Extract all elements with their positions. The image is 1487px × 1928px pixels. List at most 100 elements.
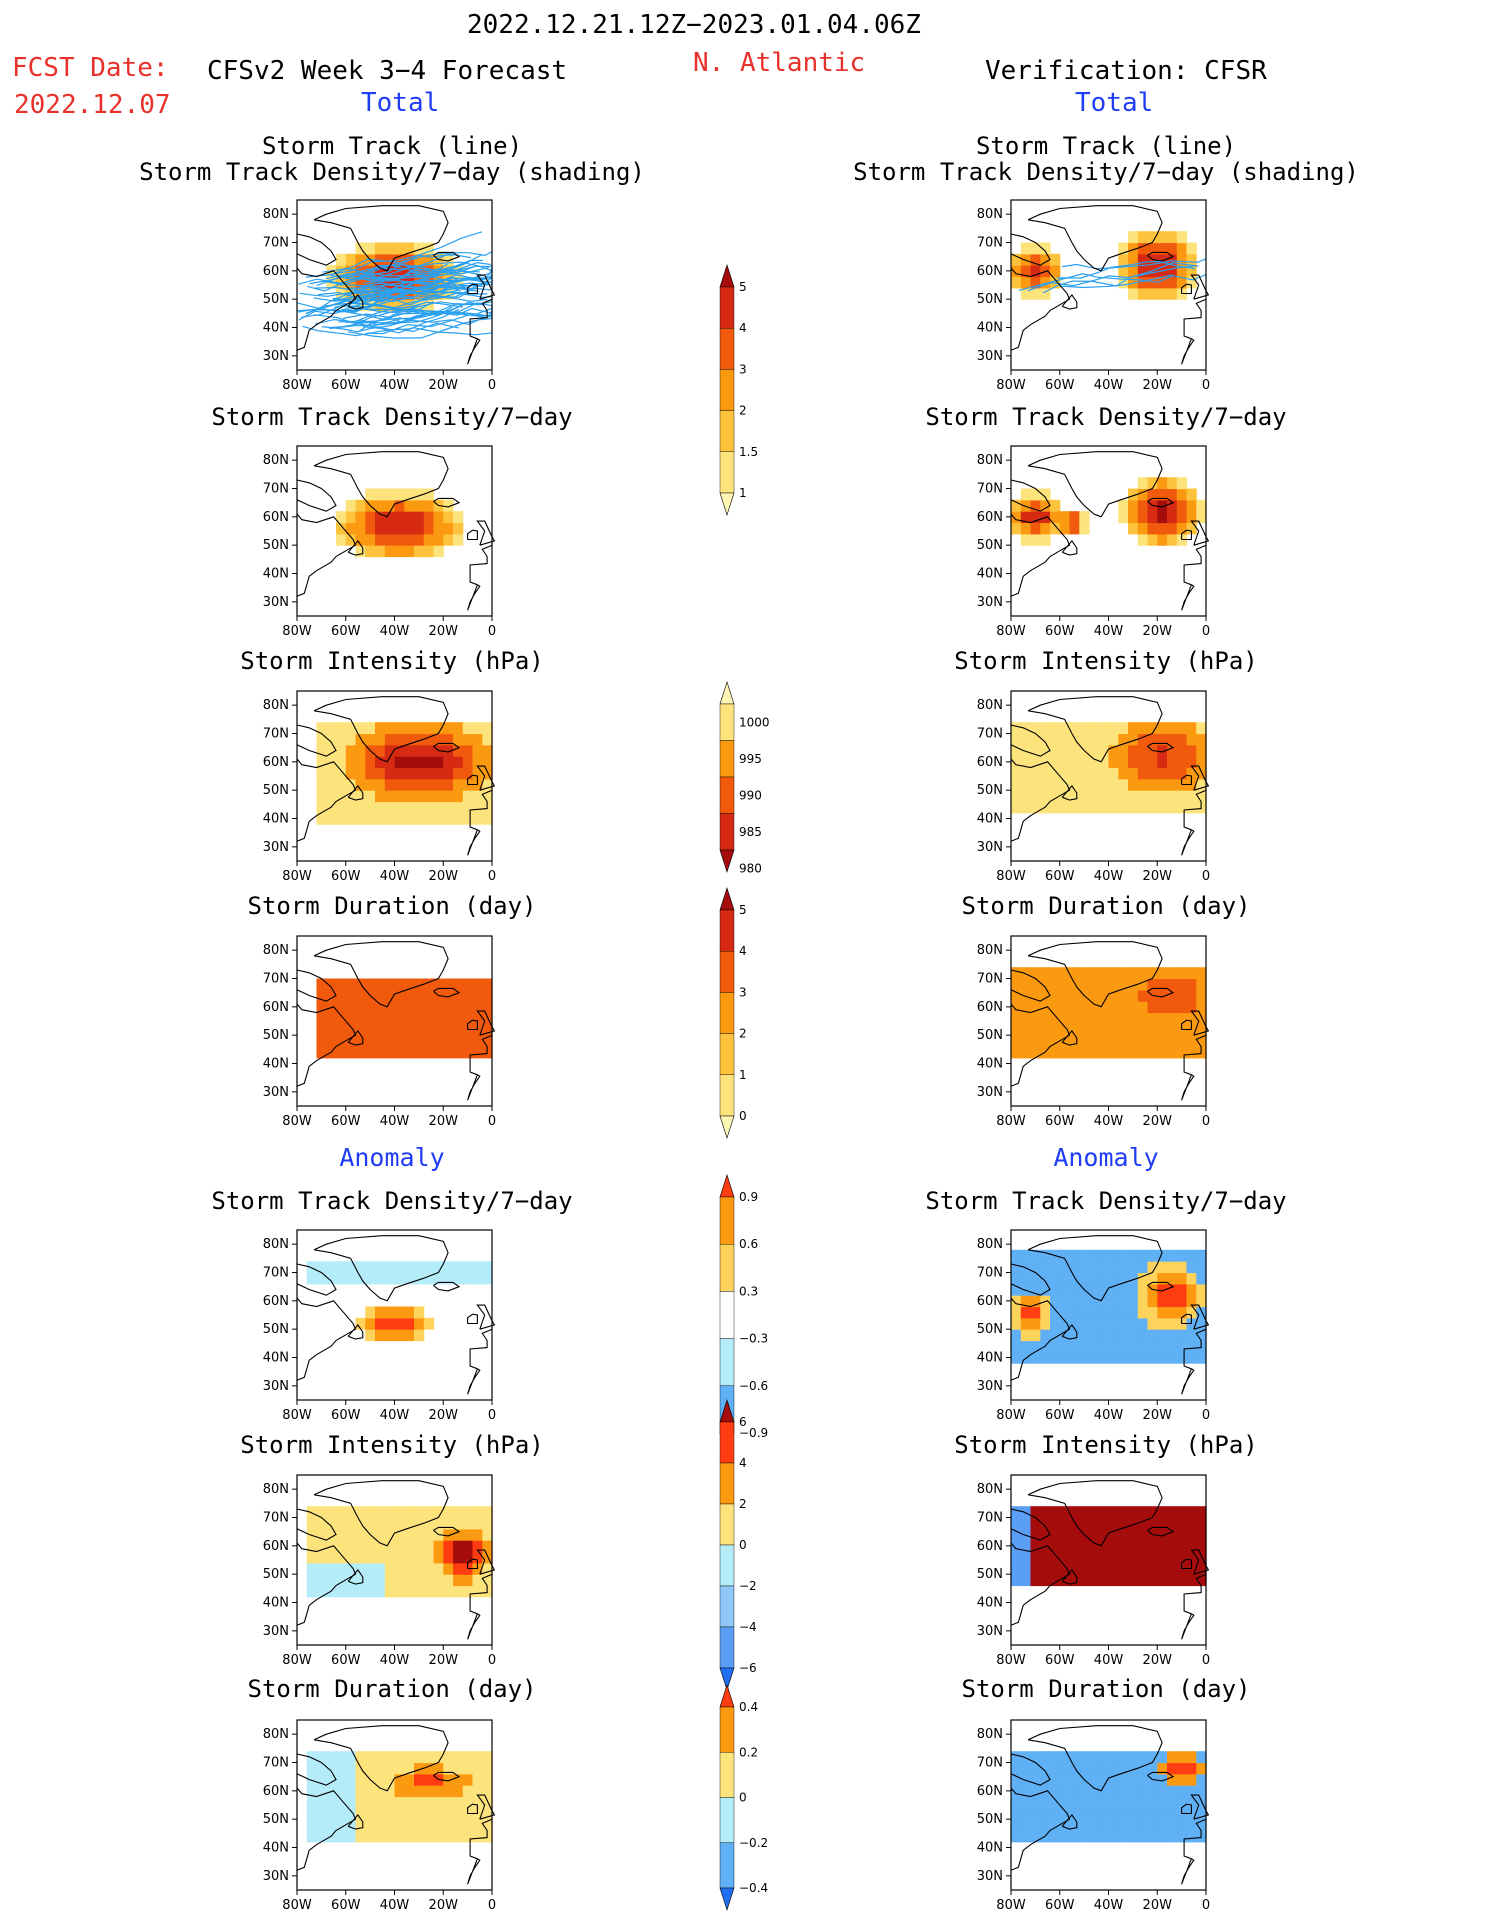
grid-cell xyxy=(423,1012,435,1025)
grid-cell xyxy=(355,1517,366,1530)
lat-tick-label: 70N xyxy=(263,1266,289,1281)
grid-cell xyxy=(1011,1317,1022,1330)
grid-cell xyxy=(1040,978,1051,991)
colorbar-swatch xyxy=(719,849,735,873)
lon-tick-label: 40W xyxy=(380,624,410,639)
grid-cell xyxy=(375,1317,386,1330)
grid-cell xyxy=(423,1762,435,1775)
lon-tick-label: 60W xyxy=(1045,624,1075,639)
grid-cell xyxy=(1196,1819,1207,1832)
grid-cell xyxy=(375,733,386,746)
grid-cell xyxy=(1108,1819,1119,1832)
grid-cell xyxy=(1098,744,1110,757)
title-fc-track-2: Storm Track Density/7−day (shading) xyxy=(139,158,645,186)
grid-cell xyxy=(462,1506,474,1519)
grid-cell xyxy=(1059,1830,1071,1843)
grid-cell xyxy=(1108,1762,1119,1775)
colorbar-label: 0 xyxy=(739,1109,747,1123)
grid-cell xyxy=(1011,1540,1022,1553)
colorbar-label: 0.9 xyxy=(739,1190,758,1204)
grid-cell xyxy=(453,1272,464,1285)
grid-cell xyxy=(453,722,464,735)
coastline xyxy=(296,1003,357,1087)
grid-cell xyxy=(462,989,474,1002)
grid-cell xyxy=(1108,1351,1119,1364)
grid-cell xyxy=(1176,231,1188,244)
grid-cell xyxy=(1147,1574,1158,1587)
grid-cell xyxy=(384,767,396,780)
grid-cell xyxy=(1040,1317,1051,1330)
coastline xyxy=(1147,1526,1175,1537)
grid-cell xyxy=(453,778,464,791)
grid-cell xyxy=(414,1785,425,1798)
grid-cell xyxy=(1108,778,1119,791)
grid-cell xyxy=(336,1807,347,1820)
grid-cell xyxy=(1030,1306,1041,1319)
grid-cell xyxy=(1128,522,1139,535)
grid-cell xyxy=(1147,1261,1158,1274)
grid-cell xyxy=(355,989,366,1002)
grid-cell xyxy=(1128,790,1139,803)
grid-cell xyxy=(462,1528,474,1541)
grid-cell xyxy=(306,1551,318,1564)
grid-cell xyxy=(306,1773,318,1786)
grid-cell xyxy=(462,1585,474,1598)
colorbar-label: 0.4 xyxy=(739,1700,758,1714)
grid-cell xyxy=(316,1762,327,1775)
grid-cell xyxy=(375,1751,386,1764)
grid-cell xyxy=(375,1762,386,1775)
grid-cell xyxy=(375,801,386,814)
lat-tick-label: 70N xyxy=(977,1756,1003,1771)
grid-cell xyxy=(1108,1272,1119,1285)
grid-cell xyxy=(1157,1785,1168,1798)
grid-cell xyxy=(1196,1551,1207,1564)
grid-cell xyxy=(345,767,357,780)
grid-cell xyxy=(443,1001,454,1014)
grid-cell xyxy=(1128,989,1139,1002)
coastline xyxy=(1010,1787,1071,1871)
grid-cell xyxy=(1089,978,1100,991)
lat-tick-label: 60N xyxy=(263,755,289,770)
grid-cell xyxy=(443,1035,454,1048)
grid-cell xyxy=(1011,1785,1022,1798)
grid-cell xyxy=(1196,1540,1207,1553)
grid-cell xyxy=(345,499,357,512)
grid-cell xyxy=(384,1012,396,1025)
grid-cell xyxy=(1040,1773,1051,1786)
grid-cell xyxy=(365,511,376,524)
grid-cell xyxy=(306,1506,318,1519)
coastline xyxy=(1181,789,1207,856)
grid-cell xyxy=(1108,1807,1119,1820)
grid-cell xyxy=(1079,522,1090,535)
grid-cell xyxy=(316,1261,327,1274)
grid-cell xyxy=(384,1585,396,1598)
grid-cell xyxy=(433,1001,444,1014)
grid-cell xyxy=(375,1046,386,1059)
grid-cell xyxy=(1050,499,1061,512)
grid-cell xyxy=(1137,231,1149,244)
grid-cell xyxy=(1069,756,1080,769)
grid-cell xyxy=(345,744,357,757)
grid-cell xyxy=(1157,778,1168,791)
grid-cell xyxy=(1128,1317,1139,1330)
grid-cell xyxy=(472,1035,483,1048)
grid-cell xyxy=(453,1001,464,1014)
grid-cell xyxy=(1089,1762,1100,1775)
lon-tick-label: 20W xyxy=(429,1898,459,1913)
grid-cell xyxy=(1020,1012,1032,1025)
grid-cell xyxy=(404,1785,415,1798)
grid-cell xyxy=(1040,989,1051,1002)
grid-cell xyxy=(355,1819,366,1832)
grid-cell xyxy=(1118,1249,1129,1262)
lat-tick-label: 30N xyxy=(977,1379,1003,1394)
grid-cell xyxy=(462,801,474,814)
grid-cell xyxy=(1040,1261,1051,1274)
grid-cell xyxy=(1020,1819,1032,1832)
grid-cell xyxy=(355,1785,366,1798)
grid-cell xyxy=(462,1796,474,1809)
grid-cell xyxy=(472,1585,483,1598)
grid-cell xyxy=(355,1046,366,1059)
coastline xyxy=(1027,1480,1163,1547)
grid-cell xyxy=(1059,722,1071,735)
